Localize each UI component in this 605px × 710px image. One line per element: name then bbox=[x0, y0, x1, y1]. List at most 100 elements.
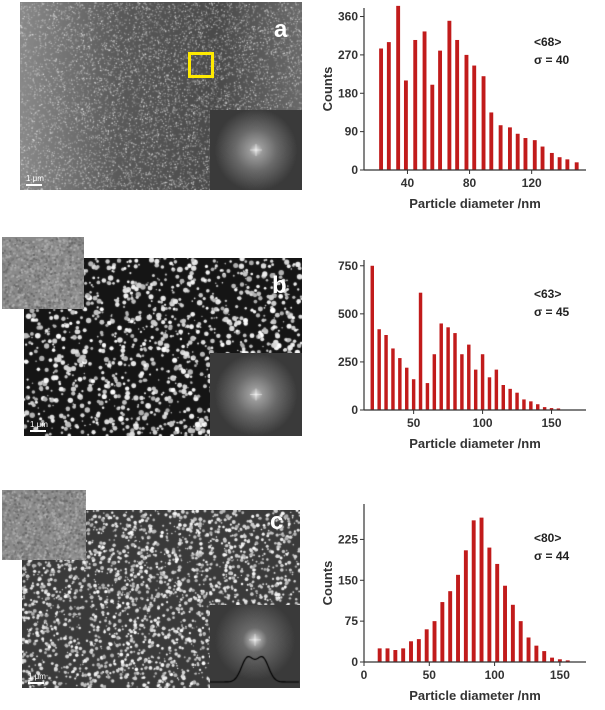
scalebar-label-a: 1 μm bbox=[26, 174, 44, 183]
histogram-bar bbox=[460, 354, 464, 410]
histogram-bar bbox=[464, 54, 469, 170]
histogram-bar bbox=[498, 125, 503, 170]
histogram-bar bbox=[557, 659, 562, 662]
histogram-a: 40 80 120 0 90 180 270 360 Particle diameter /nm… bbox=[320, 5, 586, 211]
histogram-bar bbox=[565, 660, 570, 662]
histogram-bar bbox=[411, 379, 416, 410]
y-tick-label: 250 bbox=[338, 355, 358, 369]
histogram-bar bbox=[386, 42, 391, 170]
y-axis-label: Counts bbox=[320, 67, 335, 112]
y-tick-label: 75 bbox=[345, 614, 359, 628]
y-tick-label: 360 bbox=[338, 10, 358, 24]
x-tick-label: 80 bbox=[463, 176, 477, 190]
x-axis-label: Particle diameter /nm bbox=[409, 688, 541, 703]
x-axis-label: Particle diameter /nm bbox=[409, 196, 541, 211]
histogram-bar bbox=[446, 327, 450, 410]
histogram-bar bbox=[425, 383, 430, 410]
histogram-bar bbox=[556, 408, 561, 410]
histogram-bar bbox=[549, 408, 554, 410]
x-tick-label: 50 bbox=[407, 416, 421, 430]
histogram-bar bbox=[526, 637, 531, 662]
x-tick-label: 100 bbox=[485, 668, 505, 682]
histogram-bar bbox=[456, 574, 460, 662]
histogram-bar bbox=[542, 407, 547, 410]
histogram-bar bbox=[401, 648, 406, 662]
histogram-c: 0 50 100 150 0 75 150 225 Particle diameter /nm C… bbox=[320, 504, 586, 703]
histogram-bar bbox=[508, 388, 512, 410]
scalebar-line-c bbox=[28, 682, 44, 684]
histogram-bar bbox=[480, 354, 485, 410]
fft-pattern-c bbox=[210, 605, 300, 688]
histogram-bar bbox=[424, 629, 429, 662]
sigma-annotation: σ = 44 bbox=[534, 549, 570, 563]
x-tick-label: 100 bbox=[473, 416, 493, 430]
histogram-bar bbox=[515, 133, 520, 170]
x-tick-label: 150 bbox=[542, 416, 562, 430]
histogram-bar bbox=[495, 563, 500, 662]
y-tick-label: 180 bbox=[338, 86, 358, 100]
y-tick-label: 270 bbox=[338, 48, 358, 62]
histogram-bar bbox=[534, 645, 539, 662]
histogram-bar bbox=[379, 48, 384, 170]
histogram-bar bbox=[507, 127, 512, 170]
y-tick-label: 500 bbox=[338, 307, 358, 321]
histogram-bar bbox=[473, 369, 478, 410]
sigma-annotation: σ = 40 bbox=[534, 53, 570, 67]
histogram-bar bbox=[472, 65, 477, 170]
histogram-bar bbox=[479, 517, 484, 662]
histogram-bar bbox=[532, 140, 537, 170]
texture-inset-b bbox=[2, 237, 84, 309]
scalebar-line-b bbox=[30, 430, 46, 432]
histogram-bar bbox=[439, 323, 443, 410]
x-tick-label: 40 bbox=[401, 176, 415, 190]
scalebar-c: 1 μm bbox=[28, 672, 46, 684]
y-tick-label: 750 bbox=[338, 259, 358, 273]
fft-inset-b bbox=[210, 353, 302, 436]
histogram-bar bbox=[542, 651, 547, 662]
histogram-bar bbox=[396, 5, 401, 170]
histogram-bar bbox=[489, 112, 494, 170]
histogram-bar bbox=[574, 162, 579, 170]
mean-annotation: <68> bbox=[534, 35, 561, 49]
histogram-bar bbox=[481, 76, 486, 170]
y-tick-label: 225 bbox=[338, 532, 358, 546]
panel-letter-a: a bbox=[274, 16, 288, 43]
histogram-bar bbox=[418, 292, 423, 410]
histogram-bar bbox=[447, 20, 452, 170]
histogram-bar bbox=[557, 157, 562, 170]
histogram-bar bbox=[413, 39, 418, 171]
y-tick-label: 90 bbox=[345, 125, 359, 139]
sigma-annotation: σ = 45 bbox=[534, 305, 570, 319]
histogram-bar bbox=[467, 344, 471, 410]
histogram-bar bbox=[430, 84, 435, 170]
histogram-bar bbox=[385, 648, 390, 662]
histogram-bar bbox=[440, 602, 445, 662]
histogram-bar bbox=[550, 657, 555, 662]
histogram-bar bbox=[370, 265, 374, 410]
histogram-bar bbox=[453, 333, 457, 410]
fft-pattern-b bbox=[210, 353, 302, 436]
histogram-bar bbox=[448, 591, 453, 662]
histogram-bar bbox=[393, 650, 398, 662]
histogram-b: 50 100 150 0 250 500 750 Particle diameter /nm <… bbox=[338, 259, 586, 451]
histogram-bar bbox=[529, 401, 533, 410]
panel-letter-c: c bbox=[270, 510, 284, 535]
y-tick-label: 0 bbox=[351, 655, 358, 669]
histogram-bar bbox=[518, 621, 523, 662]
histogram-bar bbox=[515, 392, 519, 410]
fft-inset-a bbox=[210, 110, 302, 190]
histogram-bar bbox=[377, 329, 381, 410]
histogram-bar bbox=[503, 585, 507, 662]
x-tick-label: 120 bbox=[522, 176, 542, 190]
histogram-bar bbox=[403, 80, 408, 170]
histogram-bar bbox=[405, 367, 409, 410]
histogram-bar bbox=[536, 404, 540, 410]
fft-inset-c bbox=[210, 605, 300, 688]
histogram-bar bbox=[487, 377, 492, 410]
x-axis-label: Particle diameter /nm bbox=[409, 436, 541, 451]
scalebar-b: 1 μm bbox=[30, 420, 48, 432]
histogram-bar bbox=[377, 648, 382, 662]
histogram-bar bbox=[565, 159, 570, 170]
scalebar-label-b: 1 μm bbox=[30, 420, 48, 429]
histogram-bar bbox=[549, 152, 554, 170]
